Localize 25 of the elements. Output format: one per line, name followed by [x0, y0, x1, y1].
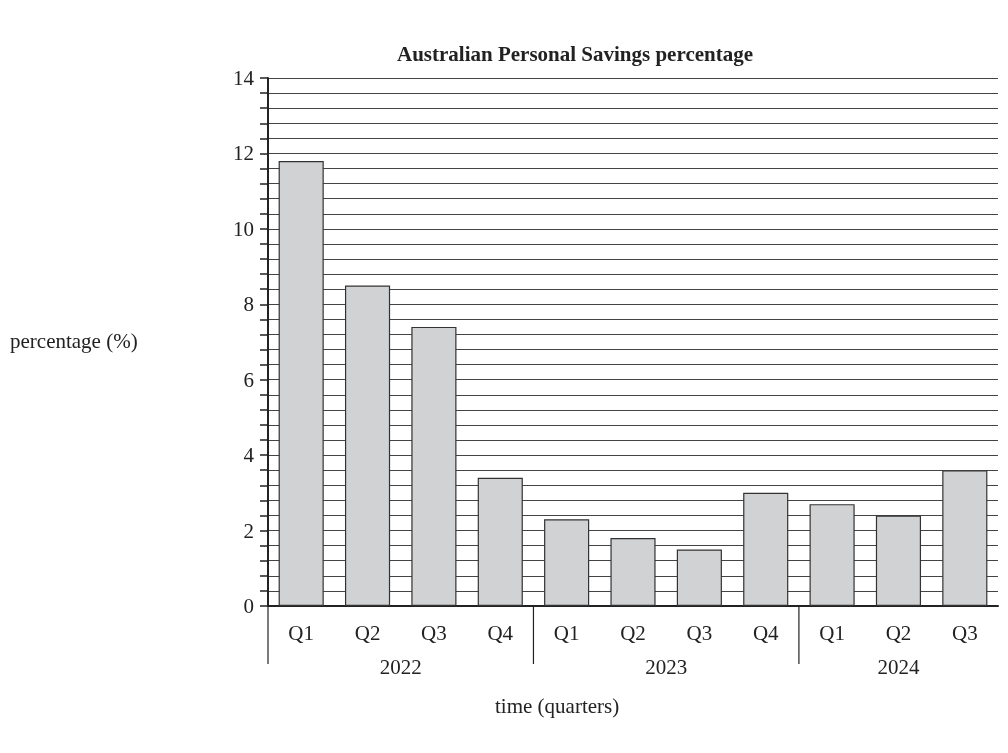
x-tick-label: Q2	[354, 620, 381, 645]
y-tick-label: 14	[233, 66, 255, 90]
y-tick-label: 2	[243, 518, 254, 543]
text: 2022	[379, 654, 422, 679]
x-tick-label: Q3	[686, 620, 713, 645]
x-axis-title: time (quarters)	[495, 693, 620, 718]
y-axis-title: percentage (%)	[10, 328, 138, 353]
x-tick-label: Q4	[487, 620, 514, 645]
x-tick-label: Q3	[951, 620, 978, 645]
x-tick-label: Q3	[421, 620, 447, 645]
chart-title: Australian Personal Savings percentage	[396, 41, 754, 66]
x-tick-label: Q1	[553, 620, 580, 645]
text: 2024	[877, 654, 920, 679]
x-tick-label: Q2	[885, 620, 912, 645]
x-tick-label: Q4	[752, 620, 780, 645]
y-tick-label: 8	[243, 292, 254, 317]
x-tick-label: Q1	[288, 620, 315, 645]
y-tick-label: 0	[243, 594, 254, 618]
y-tick-label: 10	[233, 216, 254, 241]
y-tick-label: 4	[243, 443, 255, 468]
x-tick-label: Q1	[819, 620, 845, 645]
x-tick-label: Q2	[620, 620, 646, 645]
text: 2023	[645, 654, 688, 679]
y-tick-label: 6	[243, 367, 254, 392]
y-tick-label: 12	[233, 141, 254, 166]
